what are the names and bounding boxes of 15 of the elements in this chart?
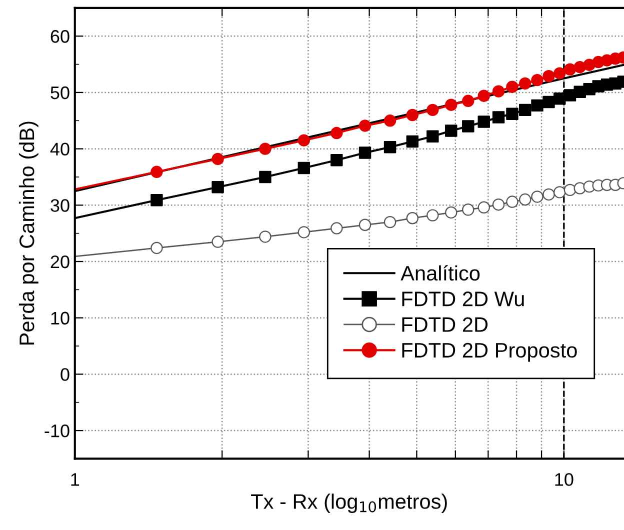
legend-label: Analítico [400, 265, 480, 281]
x-tick-label: 1 [71, 473, 80, 486]
y-tick-label: 10 [51, 312, 70, 325]
y-tick-label: -10 [44, 424, 70, 438]
x-axis-title: Tx - Rx (log$_{10}$metros) [251, 494, 447, 514]
y-tick-label: 30 [50, 199, 70, 212]
legend-label: FDTD 2D Proposto [402, 342, 577, 362]
y-tick-label: 60 [50, 30, 70, 43]
legend-label: FDTD 2D [402, 317, 488, 332]
y-tick-label: 40 [50, 142, 70, 156]
y-axis-title: Perda por Caminho (dB) [18, 122, 38, 345]
y-tick-label: 0 [60, 368, 70, 381]
legend-label: FDTD 2D Wu [402, 292, 524, 306]
y-tick-label: 50 [50, 86, 70, 100]
y-tick-label: 20 [50, 255, 70, 268]
